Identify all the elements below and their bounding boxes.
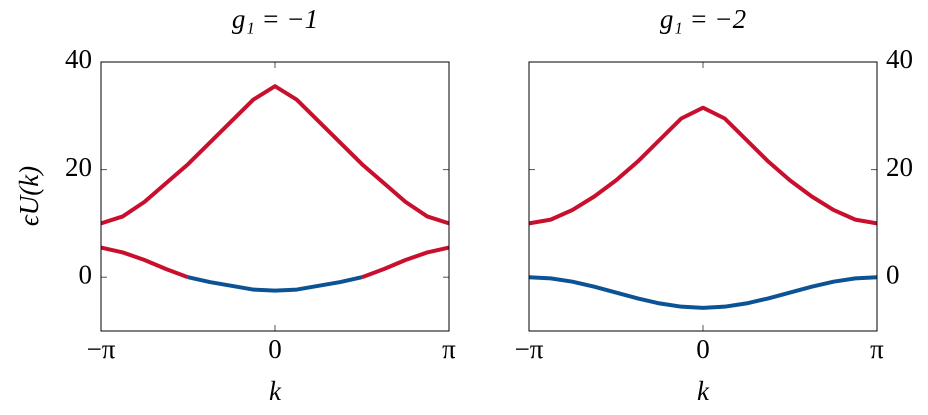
y-tick-label: 20 xyxy=(886,152,913,182)
panel-title: g₁ = −1 xyxy=(232,4,318,34)
y-tick-label: 0 xyxy=(79,259,93,289)
x-tick-label: −π xyxy=(515,334,544,364)
axes-frame xyxy=(528,61,878,332)
x-tick-label: −π xyxy=(87,334,116,364)
curve xyxy=(528,105,878,226)
curve xyxy=(528,275,878,310)
x-tick-label: 0 xyxy=(696,334,710,364)
x-tick-label: π xyxy=(870,334,884,364)
axes-frame xyxy=(100,61,450,332)
panel-title: g₁ = −2 xyxy=(660,4,746,34)
x-axis-label: k xyxy=(269,376,282,406)
y-tick-label: 40 xyxy=(65,44,92,74)
curve xyxy=(187,275,363,293)
y-tick-label: 0 xyxy=(886,259,900,289)
y-tick-label: 40 xyxy=(886,44,913,74)
y-tick-label: 20 xyxy=(65,152,92,182)
curve xyxy=(100,84,450,226)
curve xyxy=(100,245,450,280)
x-tick-label: 0 xyxy=(268,334,282,364)
x-axis-label: k xyxy=(697,376,710,406)
x-tick-label: π xyxy=(442,334,456,364)
y-axis-label: ϵU(k) xyxy=(14,166,44,226)
